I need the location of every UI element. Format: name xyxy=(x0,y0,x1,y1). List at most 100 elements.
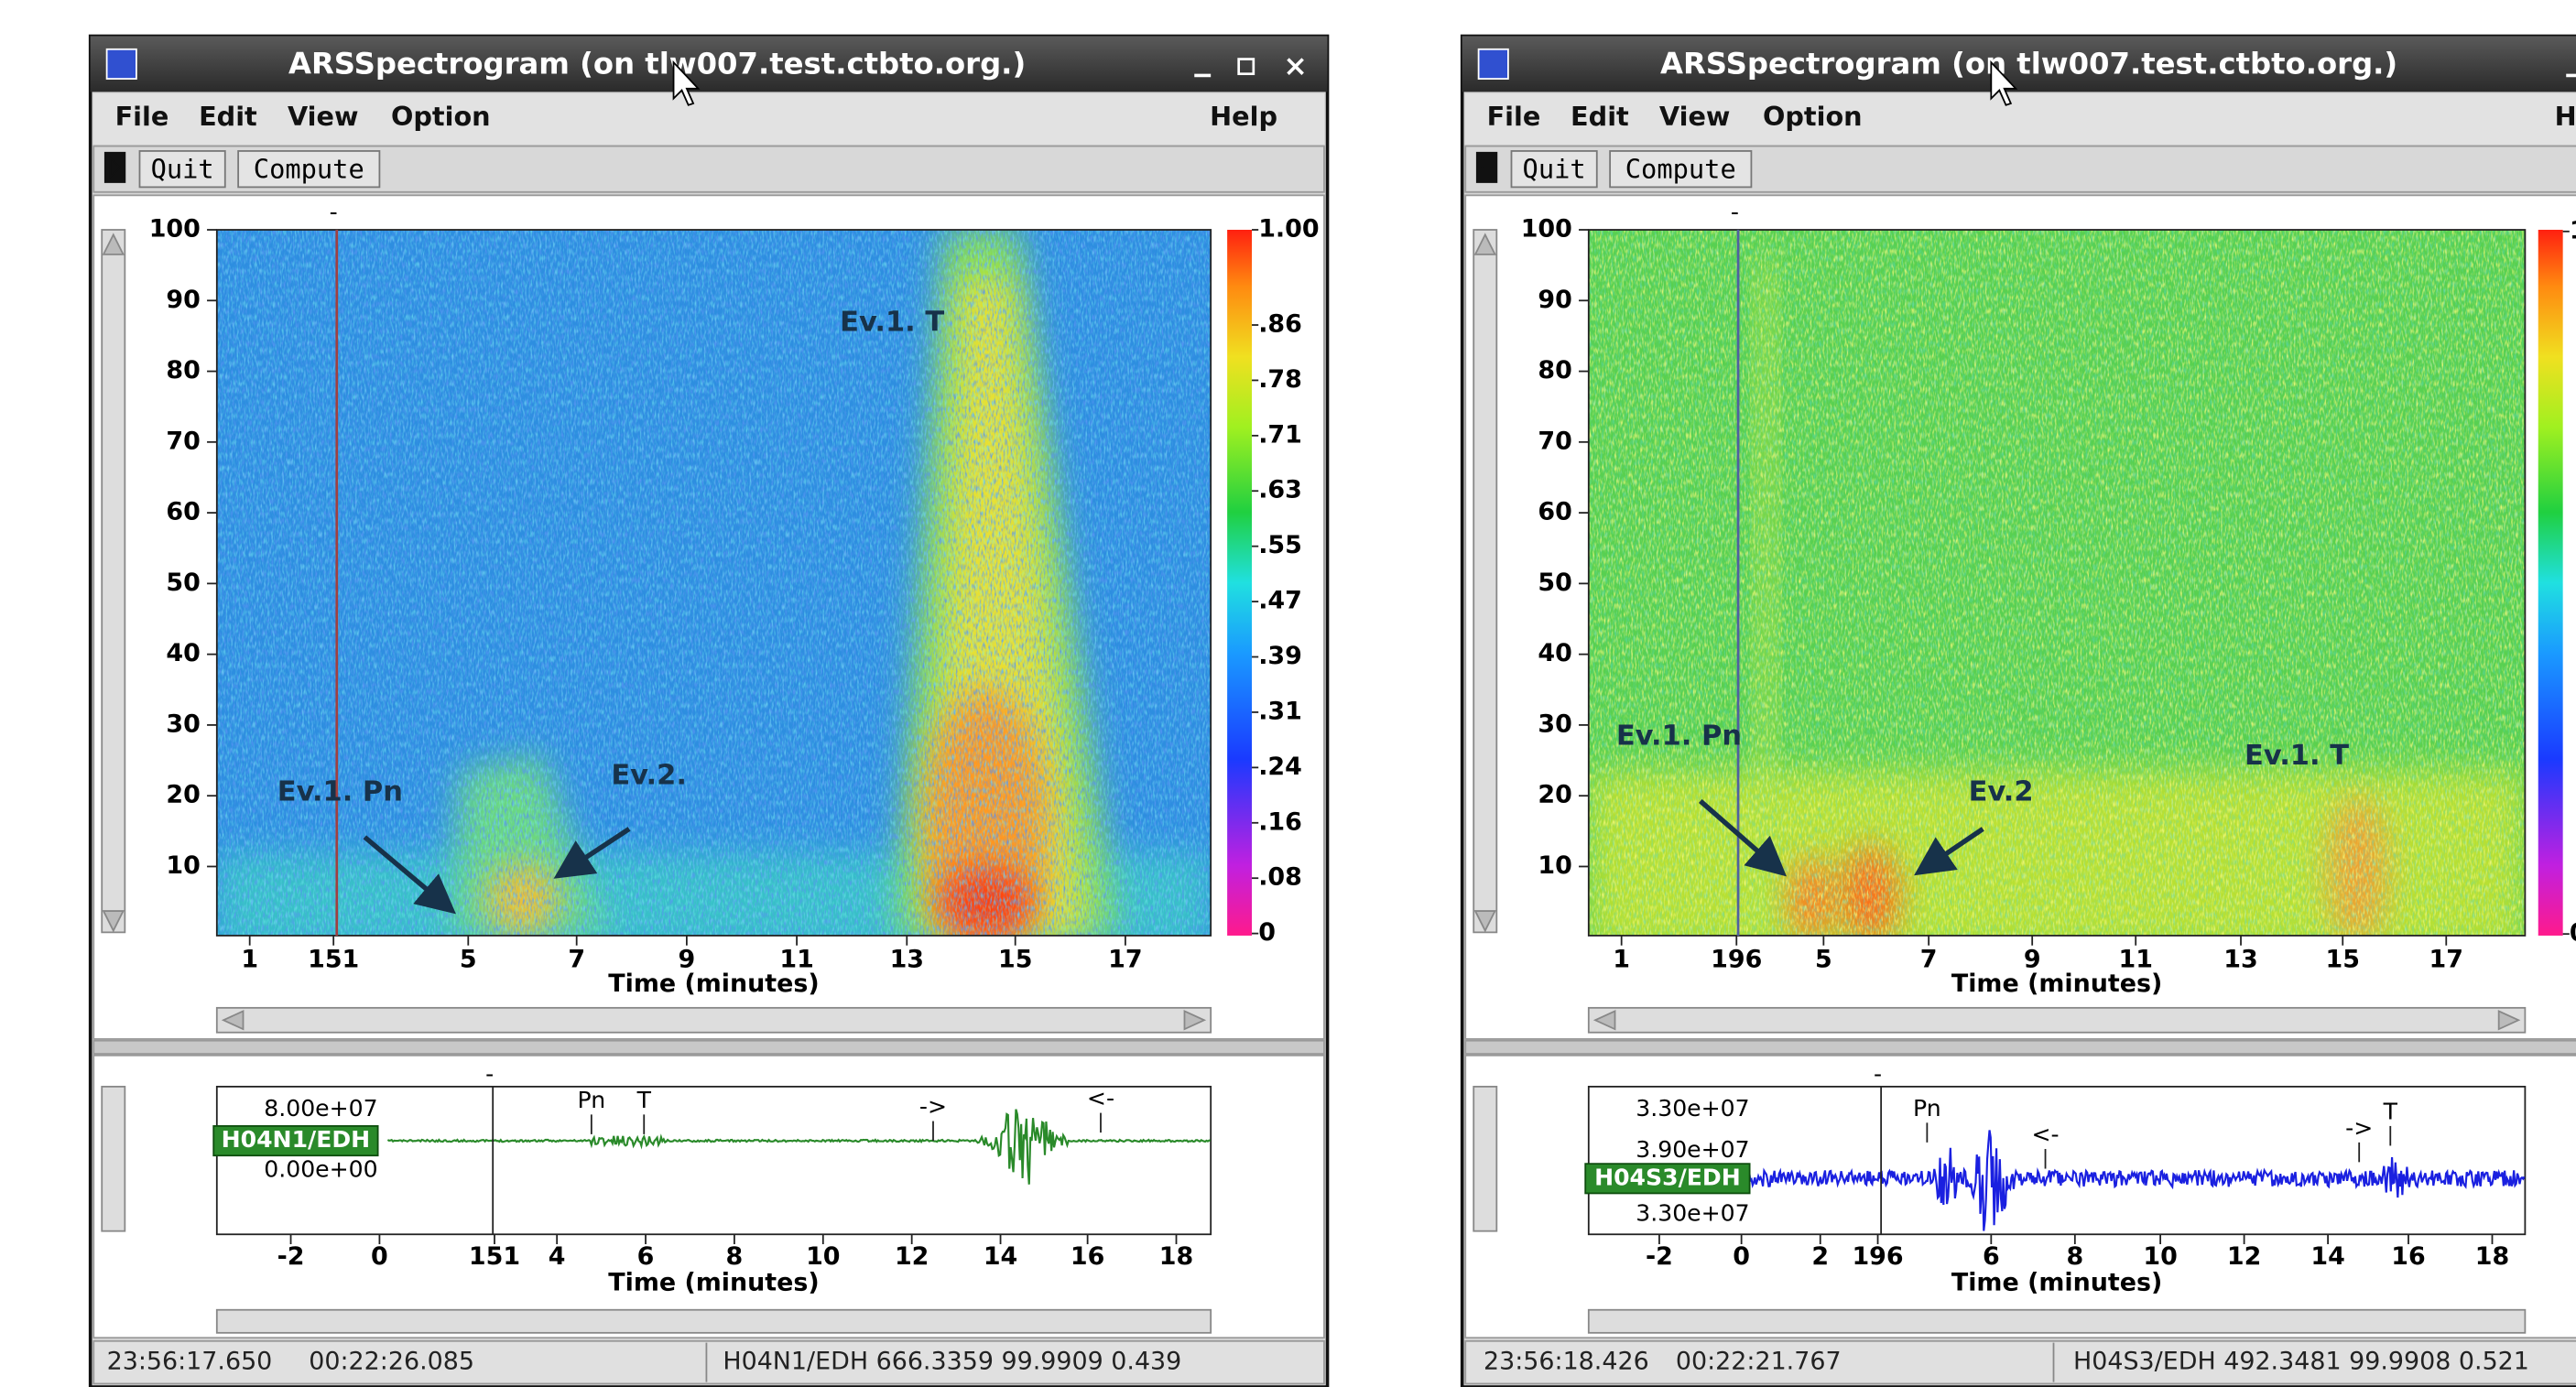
spectrogram-image xyxy=(216,230,1212,936)
status-bar xyxy=(1464,1339,2576,1385)
colorbar-label: .55 xyxy=(1258,531,1302,559)
button-label[interactable]: Compute xyxy=(1625,153,1736,184)
menu-item[interactable]: View xyxy=(1659,101,1731,132)
x-tick-label: 12 xyxy=(2227,1242,2261,1271)
x-tick-label: 1 xyxy=(1613,945,1630,973)
toolbar-button[interactable] xyxy=(1510,150,1598,189)
y-tick-label: 90 xyxy=(1538,286,1571,314)
x-tick-label: 17 xyxy=(2429,945,2463,973)
horizontal-scrollbar[interactable] xyxy=(215,1006,1212,1034)
button-label[interactable]: Compute xyxy=(254,153,364,184)
pane-divider xyxy=(1464,1039,2576,1055)
colorbar-label: .78 xyxy=(1258,365,1302,394)
y-tick-label: 80 xyxy=(1538,356,1571,385)
status-field: H04N1/EDH 666.3359 99.9909 0.439 xyxy=(723,1348,1181,1376)
y-tick-label: 20 xyxy=(1538,781,1571,809)
toolbar-button[interactable] xyxy=(1609,150,1753,189)
app-icon xyxy=(105,48,137,80)
event-annotation: Ev.2 xyxy=(1969,775,2034,807)
status-field: 00:22:21.767 xyxy=(1676,1348,1842,1376)
waveform-trace xyxy=(386,1109,1211,1185)
window-title: ARSSpectrogram (on tlw007.test.ctbto.org… xyxy=(288,47,1026,81)
amplitude-label: 0.00e+00 xyxy=(264,1155,377,1182)
colorbar-label: .24 xyxy=(1258,753,1302,781)
vertical-scrollbar[interactable] xyxy=(1473,1086,1498,1232)
x-tick-label: 13 xyxy=(890,945,924,973)
menu-item[interactable]: Option xyxy=(1763,101,1863,132)
y-tick-label: 40 xyxy=(166,639,200,667)
x-tick-label: 17 xyxy=(1108,945,1142,973)
y-tick-label: 90 xyxy=(166,286,200,314)
x-tick-label: 196 xyxy=(1852,1242,1903,1271)
menu-item[interactable]: Edit xyxy=(1571,101,1629,132)
x-tick-label: 9 xyxy=(679,945,696,973)
menu-bar xyxy=(1465,93,2576,145)
menu-item[interactable]: Edit xyxy=(199,101,257,132)
x-tick-label: 5 xyxy=(1815,945,1832,973)
pane-divider xyxy=(92,1039,1325,1055)
button-label[interactable]: Quit xyxy=(1523,153,1586,184)
amplitude-label: 3.30e+07 xyxy=(1636,1095,1749,1122)
x-tick-label: 14 xyxy=(984,1242,1017,1271)
toolbar-toggle[interactable] xyxy=(1475,151,1498,183)
x-tick-label: 0 xyxy=(1733,1242,1750,1271)
y-tick-label: 30 xyxy=(166,710,200,738)
vertical-scrollbar[interactable] xyxy=(101,1086,126,1232)
x-tick-label: 18 xyxy=(1159,1242,1193,1271)
annotation-arrow xyxy=(363,835,456,915)
vertical-scrollbar[interactable] xyxy=(1473,229,1498,934)
vertical-scrollbar[interactable] xyxy=(101,229,126,934)
menu-item[interactable]: View xyxy=(288,101,359,132)
menu-item[interactable]: File xyxy=(115,101,169,132)
x-axis-label: Time (minutes) xyxy=(1951,970,2162,998)
status-field: H04S3/EDH 492.3481 99.9908 0.521 xyxy=(2073,1348,2529,1376)
x-tick-label: 7 xyxy=(568,945,585,973)
x-tick-label: 14 xyxy=(2310,1242,2344,1271)
title-bar xyxy=(90,36,1328,92)
noise xyxy=(1588,230,2526,936)
toolbar-toggle[interactable] xyxy=(103,151,126,183)
x-tick-label: 10 xyxy=(2143,1242,2177,1271)
colorbar xyxy=(1227,230,1253,936)
phase-label: -> xyxy=(2345,1115,2373,1142)
horizontal-scrollbar[interactable] xyxy=(1587,1006,2527,1034)
horizontal-scrollbar[interactable] xyxy=(215,1308,1212,1334)
menu-bar xyxy=(93,93,1324,145)
status-field: 23:56:18.426 xyxy=(1484,1348,1649,1376)
y-tick-label: 100 xyxy=(149,215,201,244)
x-tick-label: 16 xyxy=(2391,1242,2425,1271)
menu-item[interactable]: Option xyxy=(391,101,491,132)
phase-label: T xyxy=(2383,1099,2398,1125)
waveform-frame xyxy=(1587,1086,2527,1236)
toolbar-button[interactable] xyxy=(237,150,381,189)
waveform-frame xyxy=(215,1086,1212,1236)
cursor-label: - xyxy=(1731,199,1739,225)
menu-item[interactable]: File xyxy=(1487,101,1541,132)
maximize-button[interactable] xyxy=(1237,58,1255,76)
channel-badge xyxy=(212,1125,379,1157)
colorbar-label: 1 xyxy=(2570,216,2576,244)
x-tick-label: 10 xyxy=(806,1242,840,1271)
colorbar-label: .63 xyxy=(1258,476,1302,504)
scroll-arrow xyxy=(1592,1010,2521,1031)
x-tick-label: 13 xyxy=(2223,945,2257,973)
colorbar-label: .31 xyxy=(1258,697,1302,725)
button-label[interactable]: Quit xyxy=(151,153,214,184)
cursor-label: - xyxy=(330,199,338,225)
close-button[interactable] xyxy=(1287,58,1304,75)
colorbar-label: .47 xyxy=(1258,587,1302,615)
menu-item[interactable]: Help xyxy=(2555,101,2576,132)
x-axis-label: Time (minutes) xyxy=(608,970,819,998)
horizontal-scrollbar[interactable] xyxy=(1587,1308,2527,1334)
toolbar-button[interactable] xyxy=(138,150,226,189)
colorbar-label: 1.00 xyxy=(1258,215,1319,244)
spectrogram-image xyxy=(1588,230,2526,936)
app-icon xyxy=(1477,48,1509,80)
x-tick-label: 15 xyxy=(2326,945,2360,973)
x-tick-label: 151 xyxy=(469,1242,520,1271)
menu-item[interactable]: Help xyxy=(1210,101,1277,132)
x-tick-label: 8 xyxy=(726,1242,744,1271)
phase-label: Pn xyxy=(1913,1095,1941,1122)
amplitude-label: 3.90e+07 xyxy=(1636,1136,1749,1163)
phase-label: Pn xyxy=(578,1087,606,1113)
